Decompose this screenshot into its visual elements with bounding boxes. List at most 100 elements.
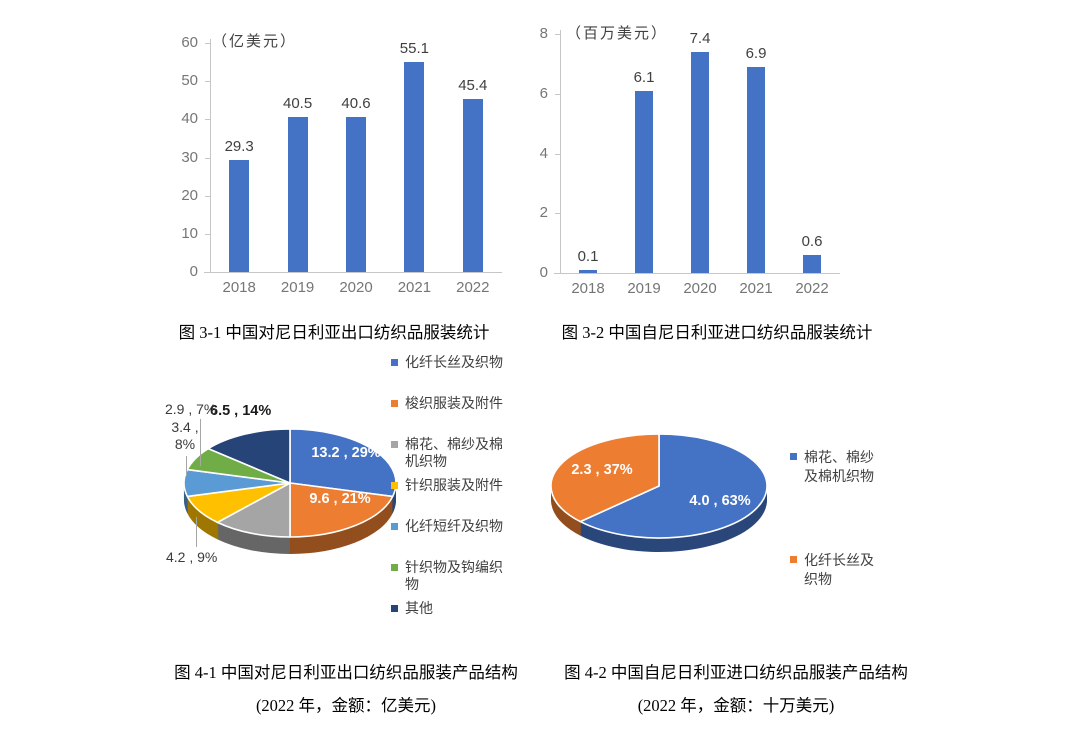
x-axis-line	[204, 272, 502, 273]
legend-item: 棉花、棉纱及棉机织物	[790, 448, 902, 551]
y-tick-mark	[205, 195, 210, 197]
legend-item-label: 棉花、棉纱及棉机织物	[405, 436, 503, 469]
pie-data-label: 3.4 , 8%	[171, 419, 199, 452]
legend-bullet-icon	[391, 564, 398, 571]
legend-item-label: 针织服装及附件	[405, 477, 503, 493]
legend-item: 梭织服装及附件	[391, 395, 533, 436]
bar-chart-import: （百万美元） 0 2 4 6 8 0.1 2018 6.1 2019 7.4 2020 6.9 2021…	[528, 16, 868, 314]
x-axis-label: 2021	[397, 279, 432, 296]
x-axis-label: 2018	[222, 279, 256, 296]
bar-value-label: 6.1	[633, 68, 655, 86]
pie-data-label: 6.5 , 14%	[210, 403, 272, 419]
y-axis-unit-label: （百万美元）	[566, 25, 669, 42]
y-tick-label: 50	[181, 72, 198, 90]
legend-bullet-icon	[790, 453, 797, 460]
y-tick-label: 6	[539, 84, 548, 102]
y-tick-mark	[205, 157, 210, 159]
y-tick-mark	[205, 81, 210, 83]
legend-item: 棉花、棉纱及棉机织物	[391, 436, 533, 477]
x-axis-label: 2022	[795, 280, 829, 297]
y-tick-mark	[555, 273, 560, 274]
legend-bullet-icon	[391, 359, 398, 366]
legend-item: 针织物及钩编织物	[391, 559, 533, 600]
legend-bullet-icon	[391, 482, 398, 489]
bar-2018	[229, 160, 250, 272]
pie-data-label: 4.0 , 63%	[689, 493, 751, 509]
x-axis-label: 2020	[339, 279, 373, 296]
bar-chart-export: （亿美元） 0 10 20 30 40 50 60 29.3 2018 40.5 2019 40.6 2…	[148, 16, 516, 314]
y-tick-mark	[205, 119, 210, 121]
y-tick-label: 0	[539, 264, 548, 281]
legend-item: 其他	[391, 600, 533, 641]
pie-slice-化纤长丝及织物	[550, 433, 660, 523]
y-tick-label: 40	[181, 110, 198, 128]
legend-item-label: 化纤长丝及织物	[804, 552, 874, 587]
legend-bullet-icon	[391, 605, 398, 612]
bar-value-label: 40.6	[341, 95, 371, 113]
bar-value-label: 29.3	[224, 138, 254, 156]
legend-item: 化纤长丝及织物	[790, 551, 902, 654]
x-axis-label: 2019	[280, 279, 315, 296]
legend-item-label: 化纤短纤及织物	[405, 518, 503, 534]
legend-item: 化纤短纤及织物	[391, 518, 533, 559]
y-tick-label: 30	[181, 148, 198, 166]
pie-slice-其他	[207, 428, 291, 484]
legend-bullet-icon	[391, 400, 398, 407]
pie-data-label: 2.3 , 37%	[571, 462, 633, 478]
pie-data-label: 9.6 , 21%	[309, 491, 371, 507]
bar-value-label: 0.6	[801, 233, 823, 251]
y-tick-mark	[555, 213, 560, 215]
bar-2018	[579, 270, 597, 273]
x-axis-label: 2018	[571, 280, 605, 297]
x-axis-label: 2021	[739, 280, 773, 297]
bar-2019	[635, 90, 653, 273]
bar-2021	[747, 66, 765, 273]
x-axis-line	[554, 273, 840, 274]
legend-item: 化纤长丝及织物	[391, 354, 533, 395]
figure-caption-4-1: 图 4-1 中国对尼日利亚出口纺织品服装产品结构 (2022 年，金额：亿美元)	[150, 656, 542, 722]
pie-slice-梭织服装及附件	[289, 482, 394, 538]
y-tick-mark	[555, 34, 560, 35]
pie-slice-棉花、棉纱及棉机织物	[579, 433, 768, 539]
pie-data-label: 2.9 , 7%	[165, 401, 217, 417]
export-structure-pie-svg	[183, 428, 397, 554]
legend-item-label: 梭织服装及附件	[405, 395, 503, 411]
bar-value-label: 0.1	[577, 248, 599, 265]
figure-caption-4-2: 图 4-2 中国自尼日利亚进口纺织品服装产品结构 (2022 年，金额：十万美元…	[540, 656, 932, 722]
caption-line-1: 图 4-2 中国自尼日利亚进口纺织品服装产品结构	[564, 663, 908, 682]
caption-line-2: (2022 年，金额：十万美元)	[637, 696, 835, 715]
y-tick-mark	[205, 272, 210, 273]
pie-slice-棉花、棉纱及棉机织物	[216, 482, 291, 538]
legend-item-label: 化纤长丝及织物	[405, 354, 503, 370]
bar-2022	[803, 255, 821, 273]
caption-line-1: 图 4-1 中国对尼日利亚出口纺织品服装产品结构	[174, 663, 518, 682]
legend-item-label: 棉花、棉纱及棉机织物	[804, 449, 874, 484]
bar-2019	[287, 117, 308, 272]
y-tick-label: 0	[189, 263, 198, 280]
y-axis-unit-label: （亿美元）	[212, 33, 298, 50]
legend-item: 针织服装及附件	[391, 477, 533, 518]
leader-line	[186, 456, 187, 476]
y-axis-line	[560, 30, 561, 273]
import-structure-pie-svg	[550, 433, 768, 552]
pie-data-label: 13.2 , 29%	[311, 445, 381, 461]
legend-item-label: 其他	[405, 600, 433, 616]
y-tick-label: 2	[539, 204, 548, 222]
bar-2020	[346, 117, 366, 272]
bar-value-label: 40.5	[282, 95, 313, 113]
bar-2022	[462, 98, 483, 272]
figure-caption-3-1: 图 3-1 中国对尼日利亚出口纺织品服装统计	[178, 323, 490, 342]
x-axis-label: 2019	[627, 280, 661, 297]
pie-data-label: 4.2 , 9%	[166, 549, 218, 565]
bar-value-label: 45.4	[458, 76, 488, 94]
bar-2021	[404, 61, 425, 272]
y-tick-mark	[555, 153, 560, 155]
bar-2020	[691, 51, 709, 273]
import-structure-legend: 棉花、棉纱及棉机织物 化纤长丝及织物	[790, 448, 902, 654]
legend-item-label: 针织物及钩编织物	[405, 559, 503, 592]
leader-line	[200, 419, 201, 466]
bar-value-label: 7.4	[689, 29, 711, 47]
bar-value-label: 55.1	[399, 39, 429, 57]
y-tick-label: 60	[181, 34, 198, 51]
